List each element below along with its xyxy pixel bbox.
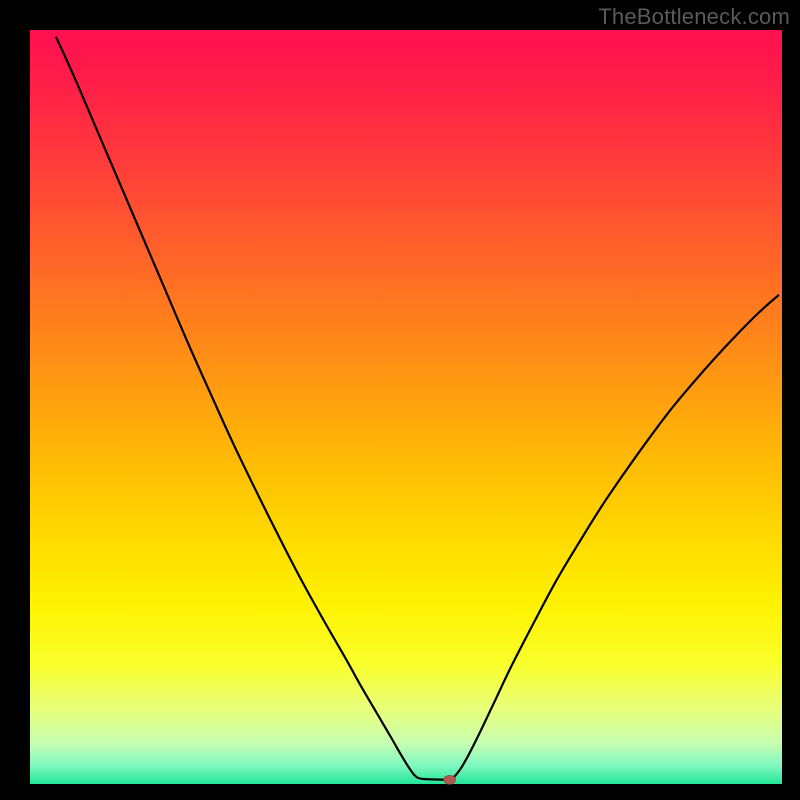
- chart-background: [30, 30, 782, 784]
- watermark-text: TheBottleneck.com: [598, 4, 790, 30]
- bottleneck-chart: [0, 0, 800, 800]
- optimal-point-marker: [444, 775, 456, 784]
- chart-container: TheBottleneck.com: [0, 0, 800, 800]
